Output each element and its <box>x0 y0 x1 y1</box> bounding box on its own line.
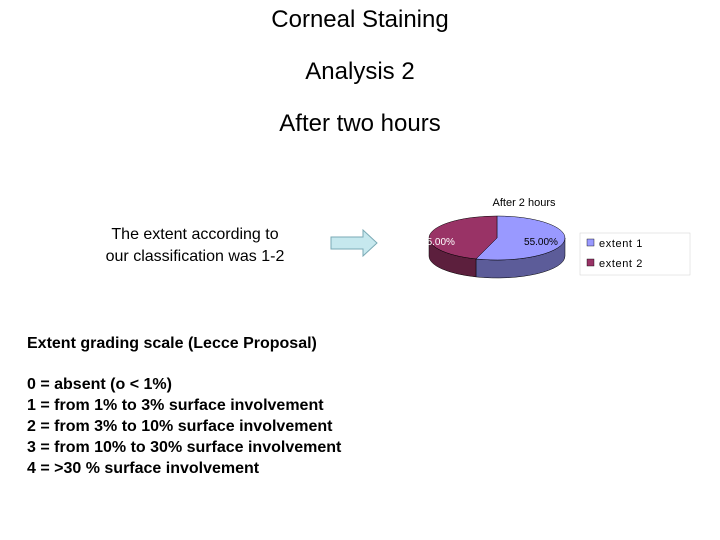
slide-time-label: After two hours <box>279 110 441 137</box>
legend-swatch <box>586 238 595 247</box>
slide-subtitle: Analysis 2 <box>305 58 415 85</box>
extent-note-line-2: our classification was 1-2 <box>105 248 285 265</box>
legend-swatch <box>586 258 595 267</box>
chart-legend: extent 1 extent 2 <box>579 232 691 276</box>
grading-scale-heading: Extent grading scale (Lecce Proposal) <box>27 335 317 352</box>
grading-scale-item: 2 = from 3% to 10% surface involvement <box>27 418 333 435</box>
extent-note-line-1: The extent according to <box>111 226 279 243</box>
grading-scale-item: 3 = from 10% to 30% surface involvement <box>27 439 342 456</box>
grading-scale: Extent grading scale (Lecce Proposal) 0 … <box>27 333 387 479</box>
pie-slice <box>475 215 566 261</box>
grading-scale-item: 1 = from 1% to 3% surface involvement <box>27 397 324 414</box>
legend-label: extent 1 <box>599 238 643 250</box>
right-arrow-icon <box>330 229 378 257</box>
grading-scale-list: 0 = absent (o < 1%) 1 = from 1% to 3% sur… <box>27 374 387 479</box>
slide-title: Corneal Staining <box>271 6 449 33</box>
grading-scale-item: 0 = absent (o < 1%) <box>27 376 172 393</box>
grading-scale-item: 4 = >30 % surface involvement <box>27 460 260 477</box>
pie-data-label: 45.00% <box>421 237 455 248</box>
pie-chart: After 2 hours 55.00%45.00% extent 1exten… <box>421 197 691 279</box>
chart-title: After 2 hours <box>493 197 556 209</box>
legend-label: extent 2 <box>599 258 643 270</box>
pie-slice <box>428 215 498 260</box>
pie-data-label: 55.00% <box>524 237 558 248</box>
extent-note: The extent according to our classificati… <box>60 224 330 268</box>
